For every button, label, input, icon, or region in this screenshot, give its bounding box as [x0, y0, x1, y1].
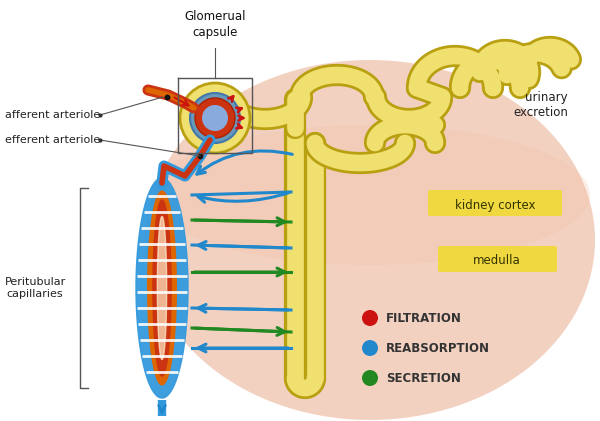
Text: Glomerual
capsule: Glomerual capsule — [184, 10, 246, 39]
Text: efferent arteriole: efferent arteriole — [5, 135, 100, 145]
Text: Peritubular
capillaries: Peritubular capillaries — [4, 277, 65, 299]
Text: medulla: medulla — [473, 253, 521, 266]
Circle shape — [180, 83, 250, 153]
Text: FILTRATION: FILTRATION — [386, 312, 462, 325]
Circle shape — [362, 310, 378, 326]
FancyBboxPatch shape — [428, 190, 562, 216]
Text: afferent arteriole: afferent arteriole — [5, 110, 100, 120]
FancyBboxPatch shape — [438, 246, 557, 272]
Polygon shape — [148, 191, 176, 385]
Circle shape — [362, 340, 378, 356]
Polygon shape — [153, 200, 171, 376]
Ellipse shape — [145, 60, 595, 420]
Polygon shape — [157, 216, 167, 360]
Text: REABSORPTION: REABSORPTION — [386, 343, 490, 355]
Ellipse shape — [150, 125, 590, 265]
Circle shape — [195, 98, 235, 138]
Circle shape — [202, 105, 228, 131]
Text: urinary
excretion: urinary excretion — [513, 91, 568, 120]
Circle shape — [190, 93, 240, 143]
Text: SECRETION: SECRETION — [386, 373, 461, 386]
Polygon shape — [136, 178, 188, 398]
Text: kidney cortex: kidney cortex — [455, 198, 535, 211]
Circle shape — [362, 370, 378, 386]
